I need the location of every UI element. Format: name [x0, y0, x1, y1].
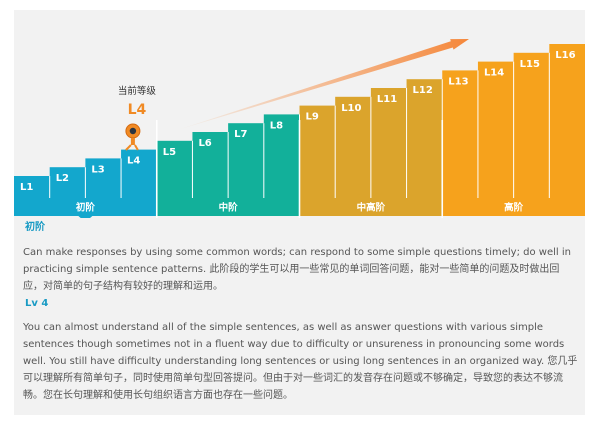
level-bar-label: L11 — [377, 94, 397, 105]
level-bar-label: L5 — [163, 147, 176, 158]
level-bar-label: L14 — [484, 68, 504, 79]
category-label: 初阶 — [76, 202, 96, 214]
category-label: 中高阶 — [357, 202, 386, 214]
level-bar-l14[interactable] — [477, 61, 515, 199]
category-label: 中阶 — [219, 202, 239, 214]
section-title: 初阶 — [25, 222, 45, 233]
level-detail-text: You can almost understand all of the sim… — [23, 322, 578, 401]
level-detail-title: Lv 4 — [25, 298, 49, 309]
category-divider — [298, 120, 301, 218]
level-bar-label: L8 — [270, 120, 283, 131]
category-divider — [441, 120, 444, 218]
description-panel: 初阶 Can make responses by using some comm… — [23, 222, 579, 404]
level-bar-l11[interactable] — [370, 88, 408, 199]
level-bar-label: L3 — [91, 164, 104, 175]
category-band[interactable] — [156, 198, 300, 216]
level-bar-l15[interactable] — [513, 52, 550, 199]
level-bar-label: L15 — [520, 59, 540, 70]
level-bar-label: L16 — [555, 50, 575, 61]
level-bar-l13[interactable] — [442, 70, 479, 199]
level-bar-label: L4 — [127, 156, 140, 167]
level-bar-l10[interactable] — [335, 96, 372, 199]
level-chart-svg: L1 L2 L3 L4 L5 L6 L7 L8 L9 L10 L11 L12 L13 L14 L15 L16 初… — [14, 39, 585, 218]
level-bar-l1[interactable] — [14, 176, 51, 199]
mascot-face — [129, 127, 137, 135]
level-bar-l6[interactable] — [192, 132, 229, 199]
category-band[interactable] — [442, 198, 585, 216]
level-bar-label: L12 — [413, 85, 433, 96]
level-bar-label: L1 — [20, 182, 33, 193]
level-bar-l9[interactable] — [299, 105, 336, 199]
progress-arrow — [174, 39, 469, 131]
section-text: Can make responses by using some common … — [23, 247, 571, 292]
level-bar-label: L13 — [448, 76, 468, 87]
current-level-value: L4 — [128, 102, 147, 118]
category-divider — [155, 120, 158, 218]
selected-category-pointer — [78, 216, 93, 218]
level-bar-label: L10 — [341, 103, 361, 114]
level-bar-label: L9 — [306, 112, 319, 123]
category-label: 高阶 — [504, 202, 524, 214]
category-band[interactable] — [299, 198, 443, 216]
level-bar-l8[interactable] — [263, 114, 300, 199]
level-card: L1 L2 L3 L4 L5 L6 L7 L8 L9 L10 L11 L12 L13 L14 L15 L16 初… — [14, 10, 585, 415]
current-level-title: 当前等级 — [118, 85, 157, 97]
level-bar-l2[interactable] — [49, 167, 86, 199]
level-bar-l16[interactable] — [549, 44, 585, 199]
mascot-body — [130, 138, 135, 145]
level-bar-l4[interactable] — [121, 149, 158, 199]
level-bar-label: L7 — [234, 129, 247, 140]
mascot-leg — [125, 144, 132, 151]
mascot-leg — [134, 144, 139, 151]
level-chart: L1 L2 L3 L4 L5 L6 L7 L8 L9 L10 L11 L12 L13 L14 L15 L16 初… — [14, 10, 585, 218]
level-bar-label: L2 — [56, 173, 69, 184]
level-bar-l5[interactable] — [156, 140, 193, 199]
level-bar-l7[interactable] — [228, 123, 265, 199]
level-bar-l3[interactable] — [85, 158, 122, 199]
level-bar-label: L6 — [198, 138, 211, 149]
level-bar-l12[interactable] — [406, 79, 443, 199]
category-band[interactable] — [14, 198, 158, 216]
